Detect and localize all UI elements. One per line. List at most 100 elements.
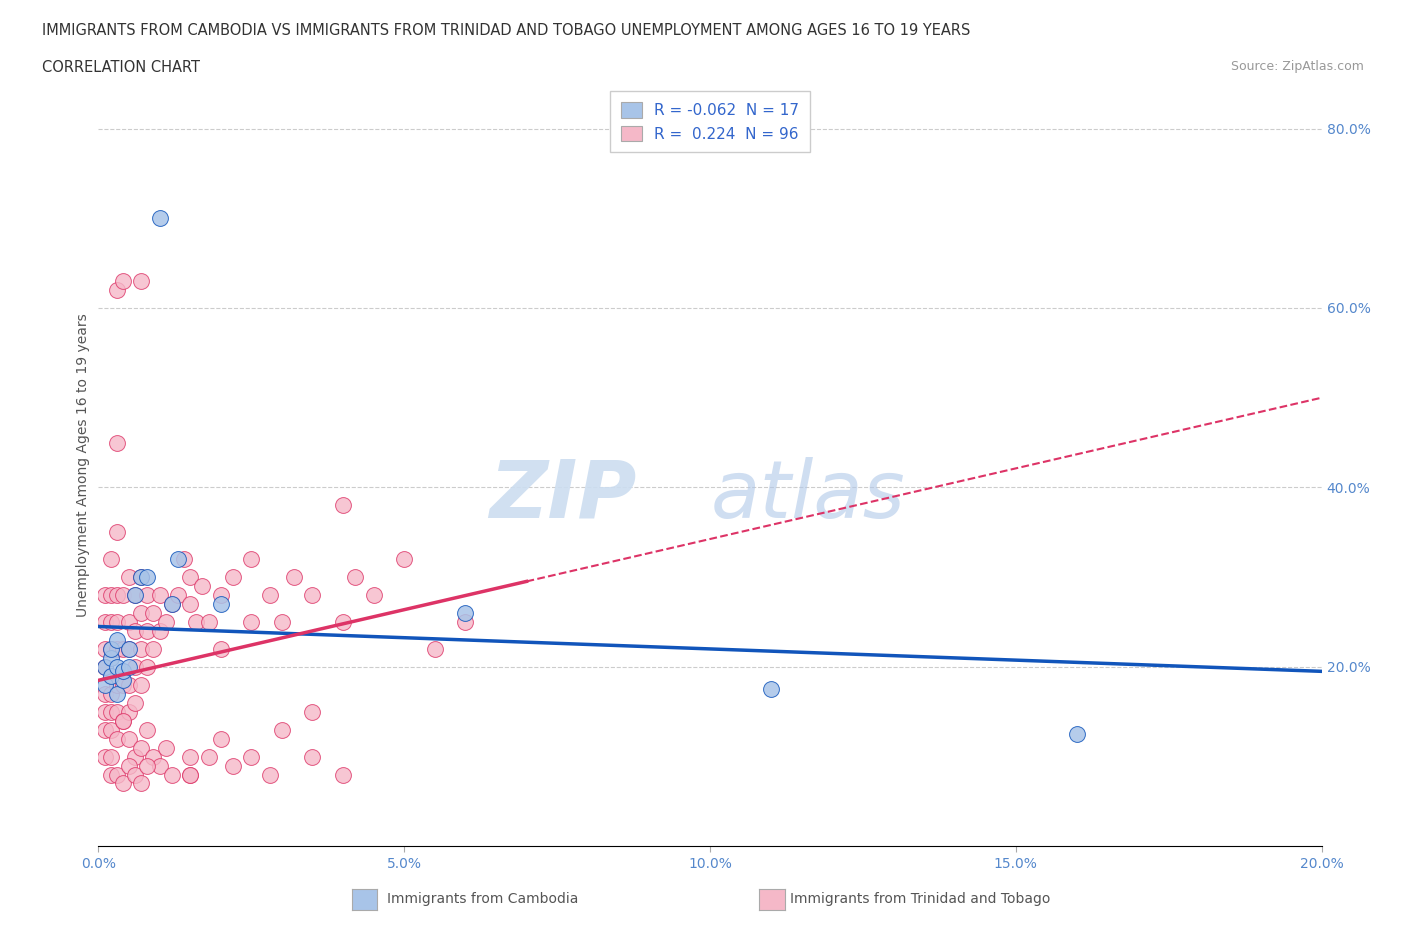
Point <box>136 570 159 585</box>
Point <box>136 659 159 674</box>
Point <box>105 615 128 630</box>
Point <box>118 677 141 692</box>
Point <box>124 623 146 638</box>
Point <box>209 597 232 612</box>
Point <box>105 686 128 701</box>
Point <box>136 758 159 773</box>
Point <box>423 642 446 657</box>
Point <box>100 650 122 665</box>
Point <box>129 605 152 620</box>
Point <box>301 750 323 764</box>
Point <box>129 677 152 692</box>
Point <box>259 767 281 782</box>
Point <box>118 758 141 773</box>
Point <box>167 551 190 566</box>
Point <box>209 642 232 657</box>
Point <box>111 673 134 688</box>
Point <box>149 588 172 603</box>
Point <box>136 723 159 737</box>
Point <box>93 723 115 737</box>
Point <box>179 767 201 782</box>
Point <box>160 597 183 612</box>
Point <box>105 659 128 674</box>
Point <box>118 659 141 674</box>
Point <box>332 767 354 782</box>
Point <box>111 273 134 288</box>
Point <box>136 588 159 603</box>
Text: Immigrants from Cambodia: Immigrants from Cambodia <box>387 892 578 907</box>
Point <box>93 588 115 603</box>
Point <box>222 758 245 773</box>
Point <box>105 642 128 657</box>
Point <box>344 570 367 585</box>
Point <box>129 570 152 585</box>
Point <box>142 605 165 620</box>
Point <box>111 677 134 692</box>
Point <box>283 570 305 585</box>
Point <box>155 740 177 755</box>
Text: ZIP: ZIP <box>489 457 637 535</box>
Point <box>332 615 354 630</box>
Point <box>111 664 134 679</box>
Point <box>332 498 354 512</box>
Point <box>93 750 115 764</box>
Point <box>105 731 128 746</box>
Point <box>118 642 141 657</box>
Point <box>100 704 122 719</box>
Point <box>100 642 122 657</box>
Point <box>173 551 195 566</box>
Point <box>105 435 128 450</box>
Text: IMMIGRANTS FROM CAMBODIA VS IMMIGRANTS FROM TRINIDAD AND TOBAGO UNEMPLOYMENT AMO: IMMIGRANTS FROM CAMBODIA VS IMMIGRANTS F… <box>42 23 970 38</box>
Point <box>179 570 201 585</box>
Point <box>759 682 782 697</box>
Point <box>222 570 245 585</box>
Point <box>105 588 128 603</box>
Point <box>105 632 128 647</box>
Point <box>179 750 201 764</box>
Point <box>149 211 172 226</box>
Point <box>167 588 190 603</box>
Point <box>129 740 152 755</box>
Y-axis label: Unemployment Among Ages 16 to 19 years: Unemployment Among Ages 16 to 19 years <box>76 313 90 617</box>
Point <box>105 767 128 782</box>
Point <box>124 659 146 674</box>
Point <box>240 551 263 566</box>
Point <box>118 570 141 585</box>
Text: CORRELATION CHART: CORRELATION CHART <box>42 60 200 75</box>
Point <box>124 696 146 711</box>
Point <box>129 273 152 288</box>
Point <box>142 642 165 657</box>
Point <box>179 597 201 612</box>
Point <box>118 731 141 746</box>
Text: atlas: atlas <box>710 457 905 535</box>
Point <box>209 588 232 603</box>
Point <box>93 677 115 692</box>
Point <box>118 615 141 630</box>
Point <box>111 642 134 657</box>
Point <box>93 659 115 674</box>
Point <box>160 597 183 612</box>
Point <box>100 767 122 782</box>
Point <box>100 642 122 657</box>
Text: Source: ZipAtlas.com: Source: ZipAtlas.com <box>1230 60 1364 73</box>
Point <box>111 776 134 790</box>
Point <box>100 669 122 684</box>
Point <box>270 615 292 630</box>
Point <box>179 767 201 782</box>
Point <box>209 731 232 746</box>
Point <box>160 767 183 782</box>
Point <box>105 704 128 719</box>
Point <box>111 588 134 603</box>
Point <box>124 588 146 603</box>
Point <box>111 713 134 728</box>
Point <box>100 686 122 701</box>
Point <box>100 588 122 603</box>
Point <box>124 588 146 603</box>
Point <box>93 704 115 719</box>
Point <box>105 525 128 539</box>
Point <box>100 669 122 684</box>
Point <box>363 588 385 603</box>
Point <box>118 642 141 657</box>
Point <box>1066 726 1088 741</box>
Point <box>118 704 141 719</box>
